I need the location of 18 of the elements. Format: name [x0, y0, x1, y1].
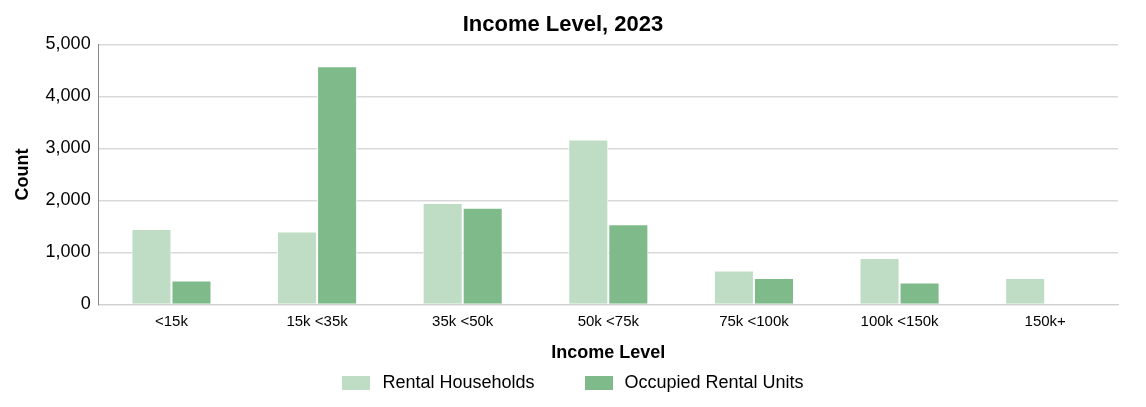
- x-tick-label: 35k <50k: [432, 311, 494, 329]
- y-tick-label: 5,000: [45, 33, 91, 54]
- x-axis-title: Income Level: [551, 342, 666, 363]
- y-axis-title: Count: [11, 148, 32, 201]
- x-tick-label: 100k <150k: [860, 311, 940, 329]
- y-tick-label: 3,000: [45, 137, 91, 158]
- y-tick-label: 2,000: [45, 189, 91, 210]
- chart-title: Income Level, 2023: [462, 11, 664, 37]
- y-tick-label: 1,000: [45, 241, 91, 262]
- legend-label: Occupied Rental Units: [624, 372, 804, 393]
- x-tick-label: 150k+: [1024, 311, 1067, 329]
- x-tick-label: <15k: [154, 311, 189, 329]
- y-tick-label: 0: [80, 293, 91, 314]
- x-tick-label: 75k <100k: [719, 311, 790, 329]
- x-tick-label: 15k <35k: [286, 311, 349, 329]
- x-tick-label: 50k <75k: [577, 311, 640, 329]
- legend-label: Rental Households: [382, 372, 535, 393]
- y-tick-label: 4,000: [45, 85, 91, 106]
